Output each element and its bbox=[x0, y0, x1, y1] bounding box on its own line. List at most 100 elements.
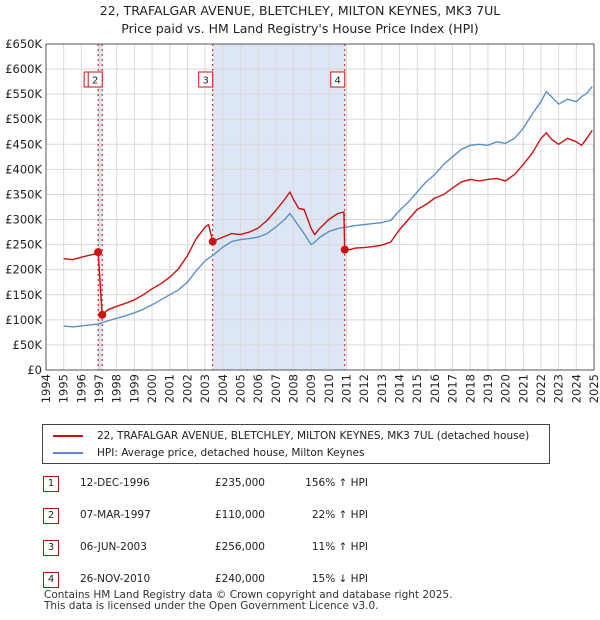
attribution-line-2: This data is licensed under the Open Gov… bbox=[44, 600, 379, 612]
x-tick-label: 2013 bbox=[375, 374, 389, 403]
sale-event-number: 2 bbox=[92, 76, 98, 87]
x-tick-label: 2016 bbox=[428, 374, 442, 403]
table-row: 1 12-DEC-1996 £235,000 156% ↑ HPI bbox=[40, 468, 560, 500]
transaction-hpi-change: 22% ↑ HPI bbox=[311, 509, 368, 521]
attribution-footer: Contains HM Land Registry data © Crown c… bbox=[44, 590, 452, 612]
transaction-date: 07-MAR-1997 bbox=[80, 509, 151, 521]
y-tick-label: £450K bbox=[5, 137, 42, 151]
x-tick-label: 2018 bbox=[463, 374, 477, 403]
transaction-date: 06-JUN-2003 bbox=[80, 541, 147, 553]
sale-event-number: 4 bbox=[335, 76, 341, 87]
x-tick-label: 2008 bbox=[286, 374, 300, 403]
y-tick-label: £200K bbox=[5, 263, 42, 277]
sale-marker bbox=[340, 245, 349, 254]
x-tick-label: 2022 bbox=[534, 374, 548, 403]
chart-axes: £0 £50K £100K £150K £200K £250K £300K £350K £400… bbox=[5, 37, 600, 403]
x-tick-label: 2023 bbox=[552, 374, 566, 403]
transaction-price: £110,000 bbox=[214, 509, 265, 521]
x-tick-label: 1996 bbox=[74, 374, 88, 403]
legend-item-hpi: HPI: Average price, detached house, Milt… bbox=[53, 445, 364, 461]
y-tick-label: £0 bbox=[27, 363, 42, 377]
y-tick-label: £650K bbox=[5, 37, 42, 51]
plot-frame bbox=[45, 43, 595, 371]
legend-item-property: 22, TRAFALGAR AVENUE, BLETCHLEY, MILTON … bbox=[53, 428, 529, 444]
table-row: 4 26-NOV-2010 £240,000 15% ↓ HPI bbox=[40, 564, 560, 596]
x-tick-label: 2000 bbox=[145, 374, 159, 403]
x-tick-label: 2019 bbox=[481, 374, 495, 403]
chart-gridlines bbox=[45, 43, 595, 371]
attribution-line-1: Contains HM Land Registry data © Crown c… bbox=[44, 589, 453, 601]
x-tick-label: 2005 bbox=[233, 374, 247, 403]
y-tick-label: £600K bbox=[5, 62, 42, 76]
sale-marker bbox=[98, 310, 107, 319]
x-tick-label: 2007 bbox=[269, 374, 283, 403]
y-tick-label: £50K bbox=[13, 338, 43, 352]
y-tick-label: £400K bbox=[5, 162, 42, 176]
transaction-number-badge: 2 bbox=[43, 508, 59, 524]
y-tick-label: £500K bbox=[5, 112, 42, 126]
x-tick-label: 2001 bbox=[163, 374, 177, 403]
transaction-date: 26-NOV-2010 bbox=[80, 573, 151, 585]
transaction-price: £235,000 bbox=[214, 477, 265, 489]
transaction-number-badge: 4 bbox=[43, 572, 59, 588]
y-tick-label: £550K bbox=[5, 87, 42, 101]
chart-series bbox=[63, 86, 593, 328]
transaction-hpi-change: 11% ↑ HPI bbox=[311, 541, 368, 553]
transaction-date: 12-DEC-1996 bbox=[80, 477, 150, 489]
x-tick-label: 2009 bbox=[304, 374, 318, 403]
x-tick-label: 2020 bbox=[499, 374, 513, 403]
x-tick-label: 2015 bbox=[410, 374, 424, 403]
transaction-hpi-change: 15% ↓ HPI bbox=[311, 573, 368, 585]
x-tick-label: 2017 bbox=[446, 374, 460, 403]
table-row: 3 06-JUN-2003 £256,000 11% ↑ HPI bbox=[40, 532, 560, 564]
sale-event-labels: 1234 bbox=[83, 71, 346, 88]
transaction-price: £240,000 bbox=[214, 573, 265, 585]
x-tick-label: 2004 bbox=[216, 374, 230, 403]
sale-event-label-2: 2 bbox=[87, 71, 103, 88]
sale-marker bbox=[208, 237, 217, 246]
hpi-line bbox=[63, 86, 593, 328]
shaded-period bbox=[98, 44, 103, 370]
x-tick-label: 1995 bbox=[57, 374, 71, 403]
x-tick-label: 2012 bbox=[357, 374, 371, 403]
x-tick-label: 1994 bbox=[39, 374, 53, 403]
legend-swatch-hpi bbox=[53, 452, 83, 454]
y-tick-label: £100K bbox=[5, 313, 42, 327]
sale-marker bbox=[94, 248, 103, 257]
x-tick-label: 2024 bbox=[569, 374, 583, 403]
chart-legend: 22, TRAFALGAR AVENUE, BLETCHLEY, MILTON … bbox=[42, 424, 550, 464]
transaction-number-badge: 1 bbox=[43, 476, 59, 492]
y-tick-label: £250K bbox=[5, 238, 42, 252]
transaction-hpi-change: 156% ↑ HPI bbox=[305, 477, 368, 489]
chart-title-subtitle: Price paid vs. HM Land Registry's House … bbox=[121, 21, 479, 36]
price-chart: £0 £50K £100K £150K £200K £250K £300K £350K £400… bbox=[5, 37, 600, 403]
transaction-price: £256,000 bbox=[214, 541, 265, 553]
x-tick-label: 2003 bbox=[198, 374, 212, 403]
sale-event-label-3: 3 bbox=[198, 71, 214, 88]
x-tick-label: 1997 bbox=[92, 374, 106, 403]
sale-event-box bbox=[87, 71, 103, 88]
transaction-number-badge: 3 bbox=[43, 540, 59, 556]
y-tick-label: £300K bbox=[5, 213, 42, 227]
legend-label-property: 22, TRAFALGAR AVENUE, BLETCHLEY, MILTON … bbox=[97, 430, 530, 442]
sale-event-box bbox=[330, 71, 346, 88]
table-row: 2 07-MAR-1997 £110,000 22% ↑ HPI bbox=[40, 500, 560, 532]
shaded-periods bbox=[98, 44, 345, 370]
sale-event-label-4: 4 bbox=[330, 71, 346, 88]
x-tick-label: 2006 bbox=[251, 374, 265, 403]
x-tick-label: 1998 bbox=[110, 374, 124, 403]
property-price-line bbox=[63, 129, 593, 316]
x-tick-label: 2021 bbox=[516, 374, 530, 403]
legend-label-hpi: HPI: Average price, detached house, Milt… bbox=[97, 447, 365, 459]
x-tick-label: 2014 bbox=[393, 374, 407, 403]
y-tick-label: £350K bbox=[5, 187, 42, 201]
x-tick-label: 1999 bbox=[127, 374, 141, 403]
legend-swatch-property bbox=[53, 435, 83, 437]
sale-event-number: 3 bbox=[203, 76, 209, 87]
x-tick-label: 2011 bbox=[340, 374, 354, 403]
chart-title-block: 22, TRAFALGAR AVENUE, BLETCHLEY, MILTON … bbox=[0, 2, 600, 38]
x-tick-label: 2010 bbox=[322, 374, 336, 403]
x-tick-label: 2025 bbox=[587, 374, 600, 403]
chart-title-address: 22, TRAFALGAR AVENUE, BLETCHLEY, MILTON … bbox=[99, 3, 501, 18]
y-tick-label: £150K bbox=[5, 288, 42, 302]
